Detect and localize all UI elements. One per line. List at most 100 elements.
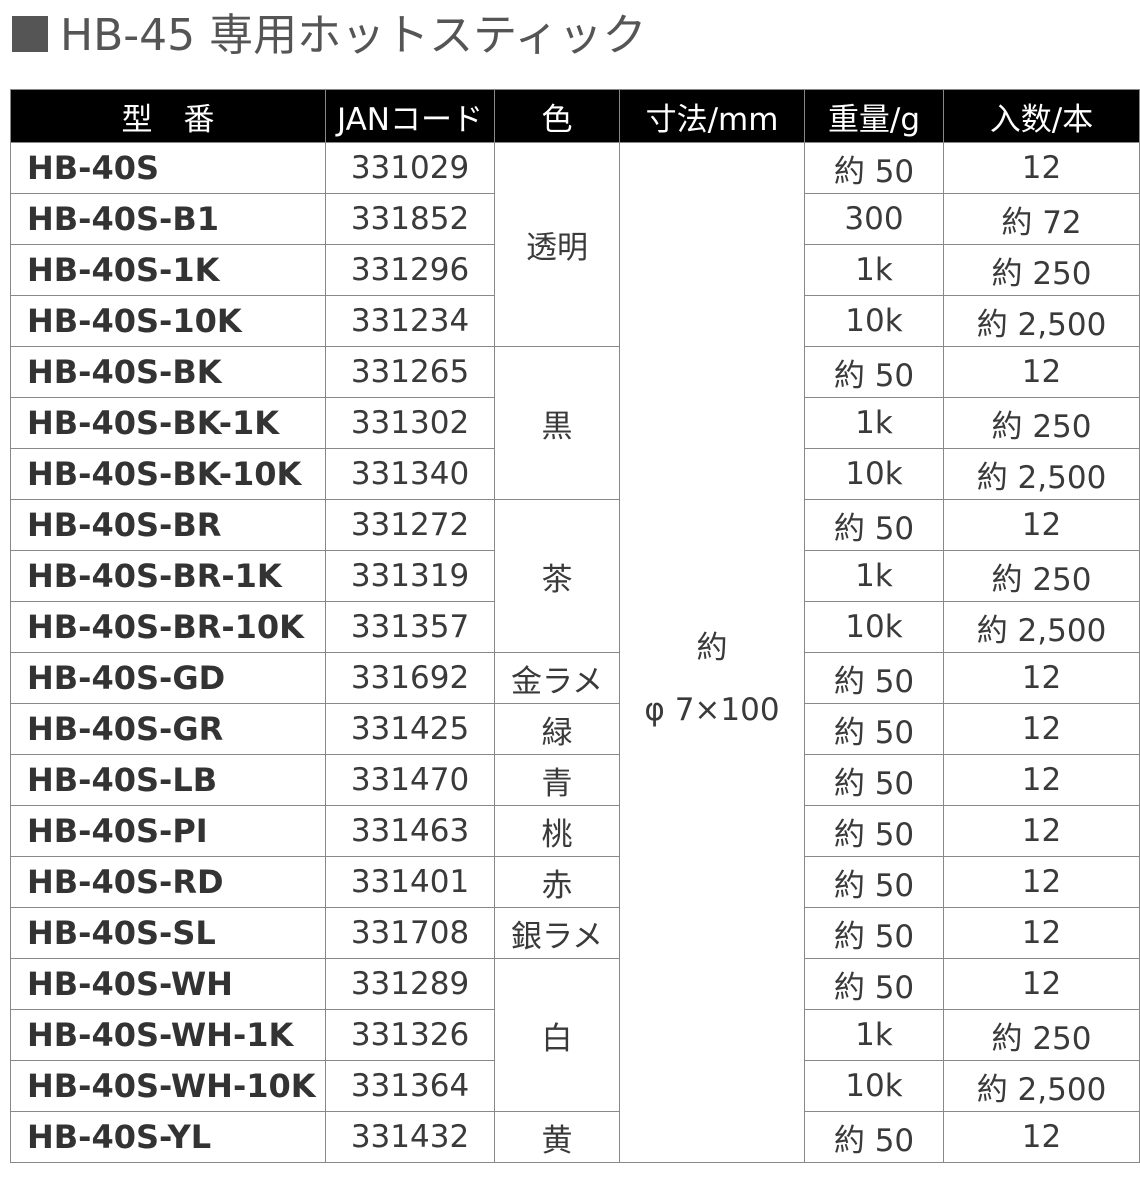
model-cell: HB-40S-BK (10, 346, 326, 398)
jan-cell: 331296 (325, 244, 495, 296)
header-qty: 入数/本 (943, 89, 1140, 143)
qty-cell: 12 (943, 346, 1140, 398)
weight-cell: 約 50 (804, 754, 944, 806)
dimension-line1: 約 (696, 629, 728, 666)
table-row: HB-40S-RD 331401 赤 約 50 12 (10, 856, 1140, 908)
color-cell: 銀ラメ (494, 907, 620, 959)
color-cell: 赤 (494, 856, 620, 908)
qty-cell: 約 2,500 (943, 448, 1140, 500)
qty-cell: 約 2,500 (943, 1060, 1140, 1112)
qty-cell: 12 (943, 703, 1140, 755)
weight-cell: 約 50 (804, 907, 944, 959)
weight-cell: 10k (804, 601, 944, 653)
header-row: 型 番 JANコード 色 寸法/mm 重量/g 入数/本 (10, 89, 1140, 143)
model-cell: HB-40S-BK-10K (10, 448, 326, 500)
model-cell: HB-40S-10K (10, 295, 326, 347)
product-table: 型 番 JANコード 色 寸法/mm 重量/g 入数/本 HB-40S 33102… (10, 89, 1140, 1163)
color-cell: 金ラメ (494, 652, 620, 704)
qty-cell: 約 2,500 (943, 601, 1140, 653)
color-cell: 黄 (494, 1111, 620, 1163)
jan-cell: 331272 (325, 499, 495, 551)
model-cell: HB-40S-BR-10K (10, 601, 326, 653)
weight-cell: 約 50 (804, 499, 944, 551)
model-cell: HB-40S-LB (10, 754, 326, 806)
jan-cell: 331319 (325, 550, 495, 602)
table-row: HB-40S-BR-1K 331319 1k 約 250 (10, 550, 1140, 602)
jan-cell: 331708 (325, 907, 495, 959)
qty-cell: 12 (943, 805, 1140, 857)
weight-cell: 1k (804, 244, 944, 296)
dimension-line2: φ 7×100 (644, 691, 780, 728)
weight-cell: 約 50 (804, 958, 944, 1010)
model-cell: HB-40S-WH (10, 958, 326, 1010)
jan-cell: 331289 (325, 958, 495, 1010)
jan-cell: 331302 (325, 397, 495, 449)
table-row: HB-40S-WH-10K 331364 10k 約 2,500 (10, 1060, 1140, 1112)
table-row: HB-40S-PI 331463 桃 約 50 12 (10, 805, 1140, 857)
qty-cell: 12 (943, 499, 1140, 551)
model-cell: HB-40S-GD (10, 652, 326, 704)
weight-cell: 約 50 (804, 346, 944, 398)
model-cell: HB-40S-PI (10, 805, 326, 857)
model-cell: HB-40S-BR (10, 499, 326, 551)
model-cell: HB-40S-BR-1K (10, 550, 326, 602)
qty-cell: 12 (943, 958, 1140, 1010)
title-text: HB-45 専用ホットスティック (60, 10, 647, 61)
model-cell: HB-40S-GR (10, 703, 326, 755)
color-cell: 茶 (494, 499, 620, 653)
qty-cell: 約 250 (943, 550, 1140, 602)
qty-cell: 約 250 (943, 1009, 1140, 1061)
qty-cell: 約 250 (943, 244, 1140, 296)
header-model: 型 番 (10, 89, 326, 143)
qty-cell: 約 250 (943, 397, 1140, 449)
jan-cell: 331357 (325, 601, 495, 653)
table-row: HB-40S-GR 331425 緑 約 50 12 (10, 703, 1140, 755)
header-color: 色 (494, 89, 620, 143)
table-row: HB-40S-LB 331470 青 約 50 12 (10, 754, 1140, 806)
table-row: HB-40S-BK 331265 黒 約 50 12 (10, 346, 1140, 500)
jan-cell: 331265 (325, 346, 495, 398)
jan-cell: 331432 (325, 1111, 495, 1163)
table-row: HB-40S-BR-10K 331357 10k 約 2,500 (10, 601, 1140, 653)
model-cell: HB-40S-RD (10, 856, 326, 908)
header-dimension: 寸法/mm (619, 89, 805, 143)
header-jan: JANコード (325, 89, 495, 143)
jan-cell: 331852 (325, 193, 495, 245)
color-cell: 黒 (494, 346, 620, 500)
header-weight: 重量/g (804, 89, 944, 143)
table-row: HB-40S-WH 331289 白 約 50 12 (10, 958, 1140, 1112)
model-cell: HB-40S (10, 142, 326, 194)
qty-cell: 約 72 (943, 193, 1140, 245)
dimension-cell: 約 φ 7×100 (619, 142, 805, 1163)
model-cell: HB-40S-B1 (10, 193, 326, 245)
table-row: HB-40S-YL 331432 黄 約 50 12 (10, 1111, 1140, 1163)
jan-cell: 331234 (325, 295, 495, 347)
jan-cell: 331470 (325, 754, 495, 806)
jan-cell: 331401 (325, 856, 495, 908)
weight-cell: 10k (804, 1060, 944, 1112)
color-cell: 緑 (494, 703, 620, 755)
table-row: HB-40S 331029 透明約 φ 7×100 約 50 12 (10, 142, 1140, 1163)
weight-cell: 10k (804, 448, 944, 500)
qty-cell: 12 (943, 1111, 1140, 1163)
weight-cell: 約 50 (804, 703, 944, 755)
weight-cell: 約 50 (804, 652, 944, 704)
qty-cell: 12 (943, 856, 1140, 908)
table-row: HB-40S-10K 331234 10k 約 2,500 (10, 295, 1140, 347)
jan-cell: 331364 (325, 1060, 495, 1112)
qty-cell: 12 (943, 907, 1140, 959)
model-cell: HB-40S-SL (10, 907, 326, 959)
qty-cell: 12 (943, 652, 1140, 704)
table-row: HB-40S-BR 331272 茶 約 50 12 (10, 499, 1140, 653)
qty-cell: 約 2,500 (943, 295, 1140, 347)
color-cell: 透明 (494, 142, 620, 347)
table-row: HB-40S-SL 331708 銀ラメ 約 50 12 (10, 907, 1140, 959)
weight-cell: 300 (804, 193, 944, 245)
jan-cell: 331340 (325, 448, 495, 500)
model-cell: HB-40S-BK-1K (10, 397, 326, 449)
model-cell: HB-40S-WH-10K (10, 1060, 326, 1112)
jan-cell: 331425 (325, 703, 495, 755)
model-cell: HB-40S-WH-1K (10, 1009, 326, 1061)
jan-cell: 331326 (325, 1009, 495, 1061)
weight-cell: 約 50 (804, 1111, 944, 1163)
